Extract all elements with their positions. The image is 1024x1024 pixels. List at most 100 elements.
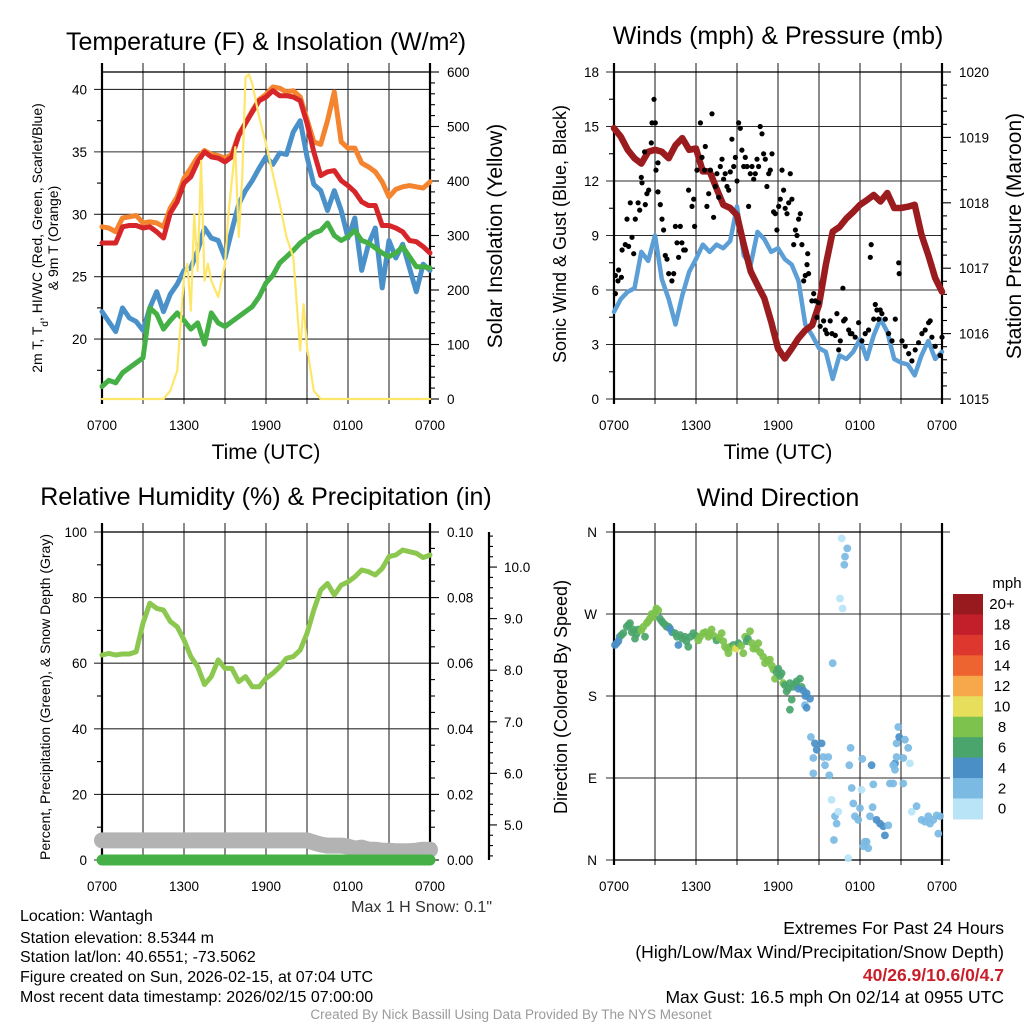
y-tick-label: 0 bbox=[591, 392, 599, 407]
gust-point bbox=[916, 340, 922, 346]
wind-direction-point bbox=[899, 754, 908, 762]
y-tick-label: 30 bbox=[72, 207, 87, 222]
wind-direction-point bbox=[809, 754, 818, 762]
rh-series-line bbox=[99, 547, 433, 690]
gust-point bbox=[937, 352, 943, 358]
gust-point bbox=[859, 338, 865, 344]
wind-direction-point bbox=[787, 695, 796, 704]
wind-direction-point bbox=[832, 819, 841, 828]
extremes-values: 40/26.9/10.6/0/4.7 bbox=[863, 965, 1004, 985]
x-tick-label: 1900 bbox=[763, 879, 793, 894]
colorbar-label: 16 bbox=[994, 637, 1011, 654]
gust-point bbox=[732, 154, 739, 160]
gust-point bbox=[774, 227, 780, 233]
gust-point bbox=[805, 251, 811, 257]
gust-point bbox=[757, 123, 763, 130]
wind-direction-point bbox=[827, 796, 836, 804]
gust-point bbox=[879, 311, 885, 317]
gust-point bbox=[671, 271, 677, 277]
gust-point bbox=[686, 187, 692, 193]
y-tick-label: S bbox=[588, 689, 597, 704]
gust-point bbox=[712, 183, 718, 190]
solar-series-line bbox=[100, 73, 432, 401]
colorbar-label: 6 bbox=[998, 739, 1006, 756]
gust-point bbox=[722, 171, 728, 177]
x-tick-label: 1900 bbox=[251, 418, 281, 433]
gust-point bbox=[618, 274, 625, 280]
gust-point bbox=[655, 160, 661, 166]
snow-axis-tick-label: 9.0 bbox=[504, 612, 523, 627]
gust-point bbox=[676, 254, 682, 260]
gust-point bbox=[657, 202, 663, 208]
wind-direction-point bbox=[934, 829, 943, 838]
y-tick-label: N bbox=[587, 853, 597, 868]
x-tick-label: 0100 bbox=[333, 418, 363, 433]
gust-point bbox=[821, 318, 827, 324]
gust-point bbox=[629, 234, 635, 240]
snow-axis-tick-label: 5.0 bbox=[504, 818, 523, 833]
wind-direction-left-axis-title: Direction (Colored By Speed) bbox=[551, 580, 571, 814]
wind-direction-point bbox=[707, 625, 716, 634]
gust-point bbox=[806, 271, 812, 277]
dewpoint-subscript: d bbox=[40, 321, 51, 327]
pressure-series-line bbox=[610, 124, 946, 362]
gust-point bbox=[714, 171, 720, 177]
y-tick-label: 100 bbox=[64, 525, 87, 540]
colorbar-bin bbox=[953, 778, 983, 799]
gust-point bbox=[896, 260, 902, 266]
colorbar-label: 8 bbox=[998, 719, 1006, 736]
snow-axis-tick-label: 7.0 bbox=[504, 715, 523, 730]
gust-point bbox=[739, 147, 745, 153]
colorbar-bin bbox=[953, 634, 983, 656]
gust-point bbox=[751, 176, 757, 182]
wind-direction-point bbox=[825, 771, 834, 780]
gust-point bbox=[764, 183, 770, 190]
gust-point bbox=[752, 171, 758, 177]
gust-point bbox=[652, 120, 658, 126]
plot-marks bbox=[99, 73, 433, 401]
colorbar-bin bbox=[953, 737, 983, 759]
plot-marks bbox=[611, 534, 944, 863]
gust-point bbox=[767, 167, 773, 173]
gust-point bbox=[746, 203, 752, 209]
wind-direction-point bbox=[868, 803, 877, 812]
wind-direction-point bbox=[854, 816, 863, 824]
wind-direction-point bbox=[828, 659, 837, 668]
gust-point bbox=[849, 331, 855, 337]
y-tick-label: 12 bbox=[584, 174, 599, 189]
wind-direction-point bbox=[786, 705, 794, 714]
wind-direction-point bbox=[796, 674, 804, 683]
snow-series-line bbox=[94, 832, 438, 860]
gust-point bbox=[727, 169, 733, 175]
extremes-fields: (High/Low/Max Wind/Precipitation/Snow De… bbox=[635, 942, 1004, 962]
gust-point bbox=[882, 316, 888, 322]
gust-point bbox=[694, 167, 700, 173]
wind-direction-point bbox=[849, 799, 858, 808]
gust-point bbox=[689, 203, 695, 209]
temperature-left-axis-title: 2m T, Td, HI/WC (Red, Green, Scarlet/Blu… bbox=[29, 103, 51, 373]
gust-point bbox=[889, 338, 895, 344]
gust-point bbox=[637, 207, 643, 213]
gust-point bbox=[706, 191, 712, 197]
wind-direction-point bbox=[926, 819, 934, 828]
gust-point bbox=[804, 262, 810, 268]
gust-point bbox=[932, 343, 938, 349]
right-tick-label: 300 bbox=[447, 229, 470, 244]
x-tick-label: 0100 bbox=[845, 418, 875, 433]
gust-point bbox=[624, 216, 630, 222]
wind-direction-point bbox=[867, 761, 876, 770]
right-tick-label: 1019 bbox=[959, 130, 989, 145]
wind-direction-point bbox=[737, 642, 745, 650]
gust-point bbox=[736, 120, 742, 126]
figure-created: Figure created on Sun, 2026-02-15, at 07… bbox=[20, 969, 373, 986]
plot-marks bbox=[610, 96, 946, 382]
wind-direction-point bbox=[754, 639, 763, 648]
x-tick-label: 0700 bbox=[415, 879, 445, 894]
x-tick-label: 1300 bbox=[681, 418, 711, 433]
gust-point bbox=[664, 256, 670, 262]
gust-point bbox=[842, 316, 848, 322]
gust-point bbox=[729, 136, 735, 142]
plot-marks bbox=[94, 547, 438, 866]
gust-point bbox=[871, 316, 877, 322]
